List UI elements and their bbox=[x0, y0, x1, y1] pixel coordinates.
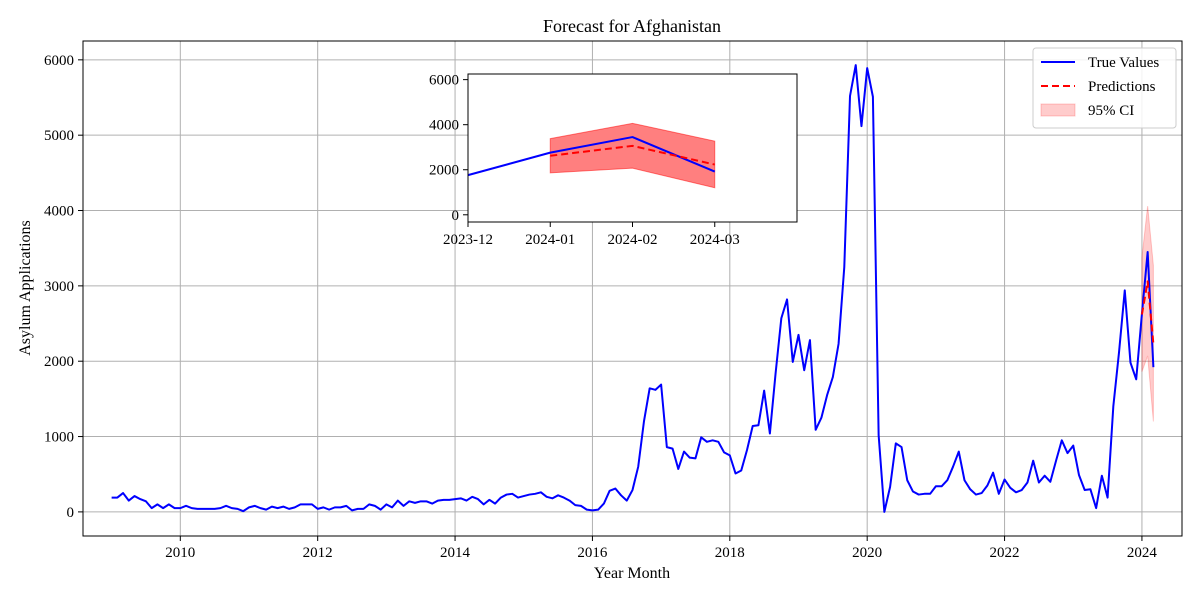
legend-box bbox=[1032, 47, 1177, 129]
y-tick-label: 6000 bbox=[44, 53, 74, 69]
inset-ci-band bbox=[549, 122, 716, 189]
main-series-lines bbox=[111, 64, 1155, 513]
inset-tick-labels: 2023-12 2024-01 2024-02 2024-03 0 2000 4000 600… bbox=[429, 73, 740, 248]
x-tick-label: 2010 bbox=[165, 545, 195, 561]
main-tick-labels: 2010 2012 2014 2016 2018 2020 2022 2024 0 1000 200… bbox=[44, 53, 1157, 561]
y-tick-label: 3000 bbox=[44, 279, 74, 295]
main-predictions-line bbox=[1140, 280, 1155, 344]
inset-x-tick-label: 2024-02 bbox=[608, 232, 658, 248]
y-tick-label: 1000 bbox=[44, 430, 74, 446]
inset-series-lines bbox=[467, 136, 716, 177]
legend-label: 95% CI bbox=[1088, 103, 1134, 119]
legend-label: True Values bbox=[1088, 55, 1159, 71]
y-tick-label: 2000 bbox=[44, 354, 74, 370]
inset-x-tick-label: 2023-12 bbox=[443, 232, 493, 248]
y-tick-label: 4000 bbox=[44, 204, 74, 220]
x-tick-label: 2018 bbox=[715, 545, 745, 561]
y-tick-label: 0 bbox=[67, 505, 75, 521]
inset-chart: 2023-12 2024-01 2024-02 2024-03 0 2000 4000 600… bbox=[429, 73, 798, 248]
inset-x-tick-label: 2024-01 bbox=[525, 232, 575, 248]
y-axis-label: Asylum Applications bbox=[17, 220, 34, 356]
legend-swatch-ci bbox=[1040, 103, 1076, 117]
x-axis-label: Year Month bbox=[594, 565, 670, 582]
legend: True Values Predictions 95% CI bbox=[1032, 47, 1177, 129]
x-tick-label: 2012 bbox=[303, 545, 333, 561]
x-tick-label: 2020 bbox=[852, 545, 882, 561]
main-true-values-line bbox=[111, 64, 1155, 513]
chart-title: Forecast for Afghanistan bbox=[543, 16, 721, 36]
main-plot-frame bbox=[82, 40, 1183, 537]
inset-y-tick-label: 4000 bbox=[429, 118, 459, 134]
inset-y-tick-label: 6000 bbox=[429, 73, 459, 89]
y-tick-label: 5000 bbox=[44, 128, 74, 144]
x-tick-label: 2022 bbox=[990, 545, 1020, 561]
inset-y-tick-label: 0 bbox=[452, 208, 460, 224]
inset-y-tick-label: 2000 bbox=[429, 163, 459, 179]
x-tick-label: 2024 bbox=[1127, 545, 1158, 561]
inset-frame bbox=[467, 73, 798, 223]
inset-x-tick-label: 2024-03 bbox=[690, 232, 740, 248]
main-ci-band-area bbox=[1141, 205, 1154, 422]
inset-predictions-line bbox=[550, 144, 715, 166]
inset-ci-band-area bbox=[549, 122, 716, 189]
main-ci-band bbox=[1141, 205, 1154, 422]
x-tick-label: 2016 bbox=[577, 545, 608, 561]
x-tick-label: 2014 bbox=[440, 545, 471, 561]
legend-label: Predictions bbox=[1088, 79, 1156, 95]
